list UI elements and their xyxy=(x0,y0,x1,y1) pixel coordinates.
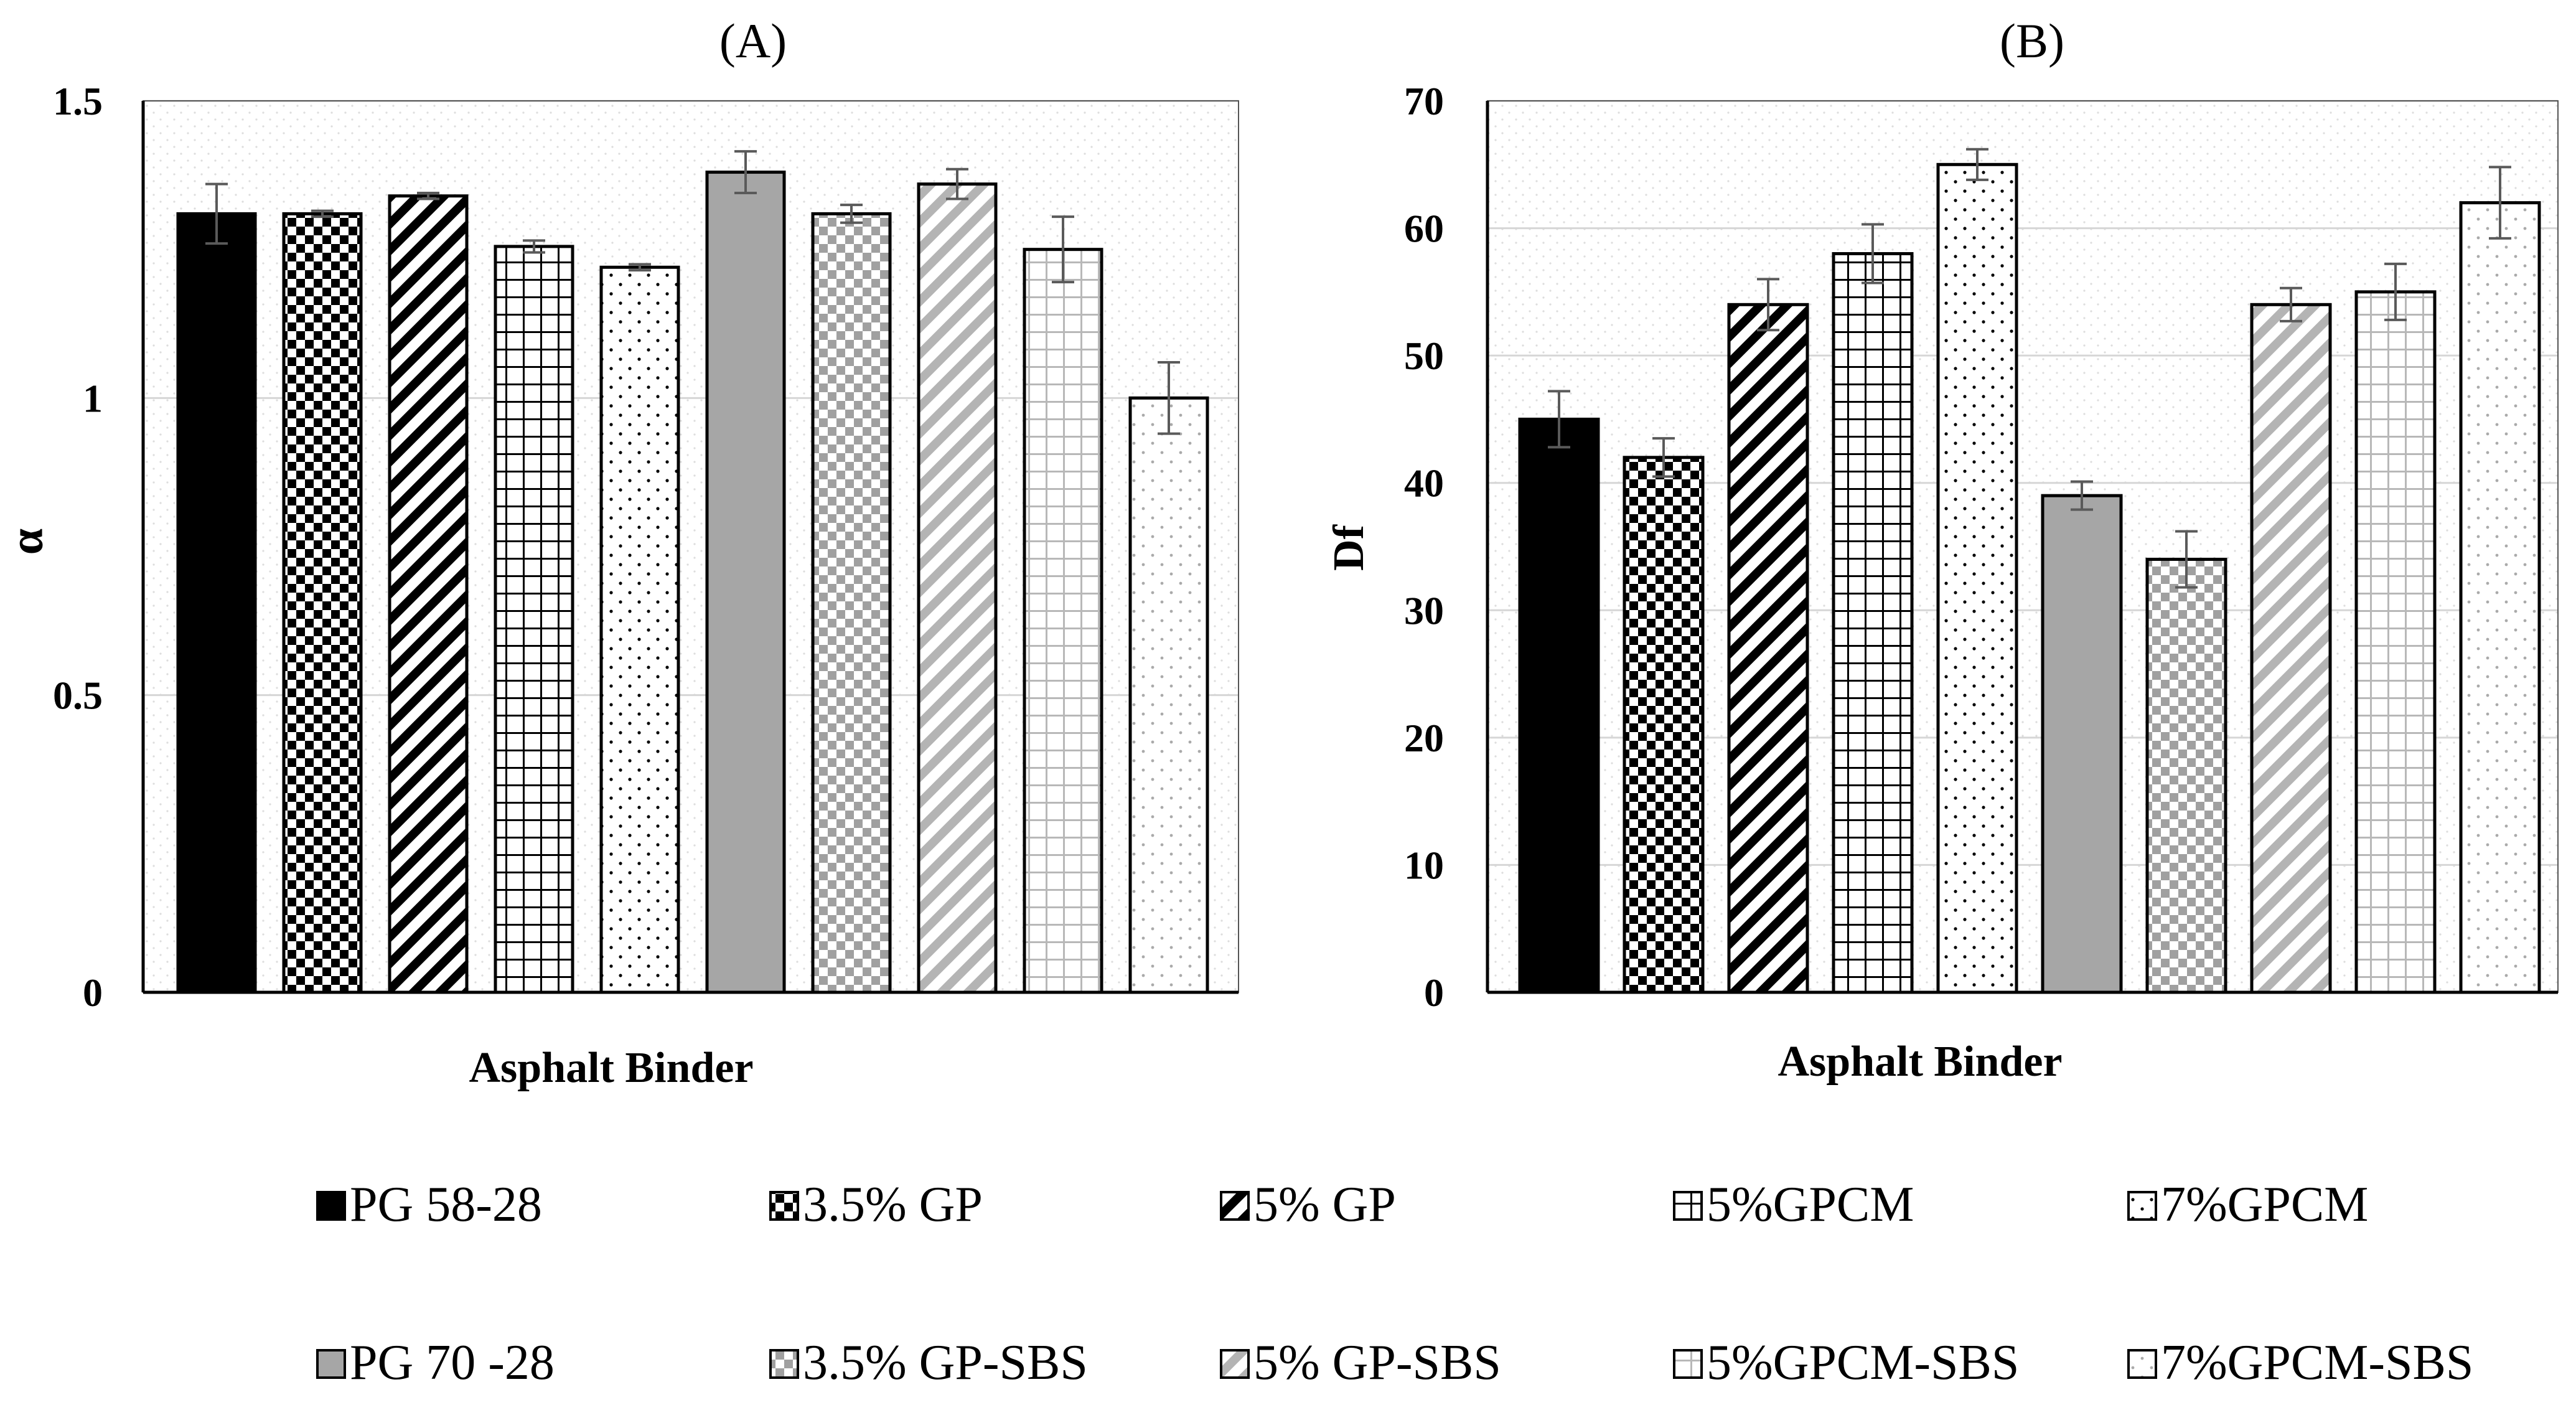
legend-label: 5%GPCM-SBS xyxy=(1707,1335,2019,1390)
y-tick-label: 40 xyxy=(1404,461,1444,505)
legend-label: 7%GPCM xyxy=(2161,1177,2368,1232)
bar xyxy=(2354,290,2437,994)
y-tick-label: 1.5 xyxy=(53,79,103,123)
y-tick-label: 30 xyxy=(1404,588,1444,632)
legend-item: 5% GP-SBS xyxy=(1220,1335,1501,1390)
bar xyxy=(2459,201,2541,994)
legend-item: 5% GP xyxy=(1220,1177,1396,1232)
y-tick-label: 70 xyxy=(1404,79,1444,123)
bar xyxy=(811,212,892,994)
y-tick-label: 1 xyxy=(83,376,103,420)
chart-a-ylabel: α xyxy=(1,529,53,555)
error-bar xyxy=(946,167,968,200)
error-bar xyxy=(1652,437,1675,478)
error-bar xyxy=(2175,530,2198,589)
legend-item: 7%GPCM-SBS xyxy=(2127,1335,2473,1390)
y-tick-label: 50 xyxy=(1404,334,1444,378)
bar xyxy=(282,212,363,994)
y-tick-label: 0 xyxy=(1424,971,1444,1015)
chart-panel-a: (A) α Asphalt Binder 0 0.5 1 1.5 xyxy=(1,14,1239,1092)
bar xyxy=(2041,494,2123,994)
bar xyxy=(1727,303,1809,994)
bar xyxy=(1128,396,1209,994)
chart-a-xlabel: Asphalt Binder xyxy=(469,1044,753,1092)
legend-swatch xyxy=(1673,1191,1703,1221)
bar xyxy=(1023,248,1103,994)
chart-b-xlabel: Asphalt Binder xyxy=(1777,1038,2062,1086)
error-bar xyxy=(1757,278,1779,332)
legend-item: PG 58-28 xyxy=(316,1177,542,1232)
legend-label: PG 70 -28 xyxy=(350,1335,555,1390)
legend-item: 3.5% GP xyxy=(769,1177,983,1232)
legend-label: 3.5% GP xyxy=(803,1177,983,1232)
legend-item: 3.5% GP-SBS xyxy=(769,1335,1088,1390)
error-bar xyxy=(205,182,228,245)
legend-item: 5%GPCM xyxy=(1673,1177,1914,1232)
error-bar xyxy=(2489,166,2511,240)
error-bar xyxy=(1548,390,1570,449)
legend-item: 5%GPCM-SBS xyxy=(1673,1335,2019,1390)
error-bar xyxy=(2280,286,2302,322)
error-bar xyxy=(2071,480,2093,511)
y-tick-label: 60 xyxy=(1404,207,1444,251)
y-tick-label: 0 xyxy=(83,971,103,1015)
legend-label: 5% GP xyxy=(1253,1177,1396,1232)
bar xyxy=(1832,252,1914,994)
legend-swatch xyxy=(2127,1191,2157,1221)
bar xyxy=(176,212,257,994)
bar xyxy=(2145,557,2227,994)
error-bar xyxy=(629,263,651,272)
legend-label: 5%GPCM xyxy=(1707,1177,1914,1232)
bar xyxy=(1936,162,2018,994)
legend-swatch xyxy=(769,1349,799,1379)
legend-item: 7%GPCM xyxy=(2127,1177,2368,1232)
error-bar xyxy=(1966,148,1988,181)
bar xyxy=(2250,303,2332,994)
chart-panel-b: (B) Df Asphalt Binder 0 10 20 30 40 50 60 70 xyxy=(1325,14,2559,1086)
error-bar xyxy=(1862,223,1884,284)
bar xyxy=(494,245,574,994)
error-bar xyxy=(523,239,545,254)
error-bar xyxy=(1052,215,1074,284)
bar xyxy=(705,171,786,994)
legend-label: 7%GPCM-SBS xyxy=(2161,1335,2473,1390)
error-bar xyxy=(734,150,757,194)
legend-swatch xyxy=(1220,1191,1250,1221)
legend-label: 3.5% GP-SBS xyxy=(803,1335,1088,1390)
bar xyxy=(599,265,680,994)
error-bar xyxy=(417,191,439,200)
y-tick-label: 20 xyxy=(1404,716,1444,760)
legend-swatch xyxy=(1673,1349,1703,1379)
error-bar xyxy=(840,204,863,224)
bar xyxy=(917,182,998,994)
chart-b-title: (B) xyxy=(2000,14,2064,68)
legend-swatch xyxy=(2127,1349,2157,1379)
chart-b-ylabel: Df xyxy=(1325,524,1373,571)
legend-swatch xyxy=(769,1191,799,1221)
error-bar xyxy=(311,209,334,219)
legend-item: PG 70 -28 xyxy=(316,1335,555,1390)
chart-a-title: (A) xyxy=(719,14,787,68)
legend-label: PG 58-28 xyxy=(350,1177,542,1232)
bar xyxy=(388,194,469,994)
bar xyxy=(1623,456,1705,994)
legend-swatch xyxy=(1220,1349,1250,1379)
legend-swatch xyxy=(316,1191,346,1221)
legend-label: 5% GP-SBS xyxy=(1253,1335,1501,1390)
bar xyxy=(1518,417,1600,994)
error-bar xyxy=(1158,361,1180,435)
y-tick-label: 10 xyxy=(1404,843,1444,887)
y-tick-label: 0.5 xyxy=(53,674,103,718)
legend: PG 58-28 3.5% GP 5% GP 5%GPCM 7%GPCM PG 70 -2… xyxy=(316,1177,2473,1390)
legend-swatch xyxy=(316,1349,346,1379)
error-bar xyxy=(2384,262,2407,321)
